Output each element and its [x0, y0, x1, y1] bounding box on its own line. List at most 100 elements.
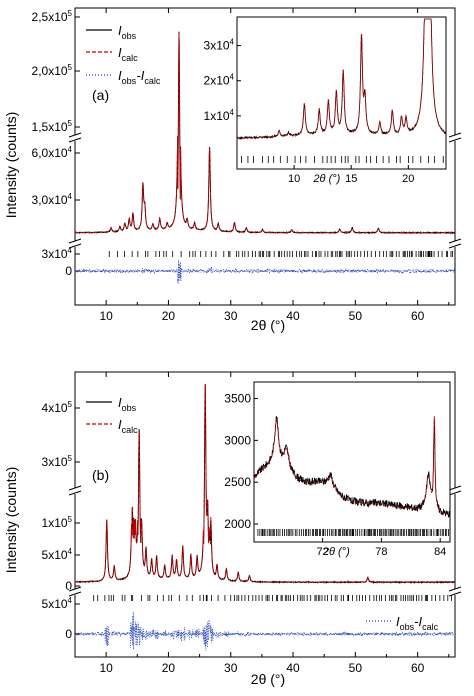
legend-I: I — [118, 395, 122, 410]
x-tick-label: 60 — [411, 661, 425, 675]
inset-y-tick-label: 3000 — [224, 433, 251, 447]
inset-calc-curve — [253, 416, 451, 516]
y-tick-label: 0 — [65, 627, 72, 641]
axis-break-gap — [69, 589, 81, 595]
x-tick-label: 50 — [349, 661, 363, 675]
legend-subscript: obs — [400, 622, 415, 632]
tick-label-base: 1,5x10 — [32, 120, 68, 134]
axis-break-mark — [68, 132, 82, 138]
tick-label-base: 5x10 — [42, 548, 68, 562]
tick-label-exp: 4 — [68, 246, 73, 255]
diff-curve — [75, 611, 455, 651]
legend-subscript: calc — [422, 622, 439, 632]
legend-I: I — [118, 417, 122, 432]
calc-curve — [75, 383, 455, 583]
x-tick-label: 60 — [411, 309, 425, 323]
x-tick-label: 30 — [224, 661, 238, 675]
inset-x-axis-label: 2θ (°) — [322, 546, 350, 558]
y-tick-label: 2,0x105 — [32, 63, 73, 78]
axis-break-mark — [448, 485, 462, 491]
y-tick-label: 2,5x105 — [32, 9, 73, 24]
axis-break-gap — [449, 241, 461, 247]
legend-subscript: obs — [122, 76, 137, 86]
axis-break-gap — [69, 135, 81, 141]
legend-I: I — [118, 23, 122, 38]
legend-entry: Iobs-Icalc — [396, 614, 439, 632]
legend-entry: Iobs -Icalc — [118, 68, 161, 86]
legend-I: I — [396, 614, 400, 629]
inset-obs-curve — [236, 18, 447, 141]
tick-label-base: 1x10 — [204, 109, 230, 123]
legend-subscript: calc — [122, 425, 139, 435]
x-tick-label: 30 — [224, 309, 238, 323]
inset-y-tick-label: 3500 — [224, 392, 251, 406]
inset-obs-curve — [253, 415, 451, 518]
inset-x-axis-label: 2θ (°) — [312, 173, 340, 185]
tick-label-base: 4x10 — [42, 401, 68, 415]
legend-minus: - — [414, 614, 419, 629]
legend-entry: Icalc — [118, 417, 138, 435]
inset-bragg-ticks — [257, 529, 449, 536]
tick-label-exp: 4 — [230, 108, 235, 117]
legend-entry: Iobs — [118, 395, 137, 413]
inset-b: 72 78 84 2θ (°) 2000 2500 3000 3500 — [224, 381, 451, 558]
axis-break-mark — [448, 132, 462, 138]
tick-label-exp: 4 — [230, 38, 235, 47]
inset-x-tick-label: 20 — [402, 173, 414, 185]
tick-label-base: 3x10 — [204, 39, 230, 53]
axis-break-mark — [448, 243, 462, 249]
inset-x-tick-label: 72 — [316, 546, 328, 558]
inset-y-tick-label: 3x104 — [204, 38, 235, 53]
axis-break-gap — [69, 241, 81, 247]
panel-label-b: (b) — [92, 467, 109, 483]
tick-label-exp: 4 — [68, 596, 73, 605]
diff-curve — [75, 259, 455, 285]
inset-frame — [253, 381, 451, 543]
x-axis-label-b: 2θ (°) — [251, 671, 285, 687]
axis-break-gap — [449, 135, 461, 141]
tick-label-exp: 5 — [68, 515, 73, 524]
x-tick-label: 40 — [286, 661, 300, 675]
bragg-reflection-ticks — [108, 251, 453, 257]
inset-bragg-ticks — [241, 156, 444, 163]
y-axis-label-a: Intensity (counts) — [3, 112, 19, 219]
calc-curve — [75, 34, 455, 234]
tick-label-exp: 5 — [68, 119, 73, 128]
series-b — [75, 383, 455, 651]
axis-break-mark — [448, 591, 462, 597]
axis-break-mark — [68, 137, 82, 143]
tick-label-base: 3x10 — [42, 455, 68, 469]
y-tick-label: 3x104 — [42, 246, 73, 261]
x-axis-label-text: 2θ (°) — [251, 671, 285, 687]
legend-subscript: calc — [122, 53, 139, 63]
inset-x-tick-label: 10 — [288, 173, 300, 185]
axis-break-mark — [448, 137, 462, 143]
tick-label-exp: 5 — [68, 454, 73, 463]
plot-frame-a — [74, 7, 456, 306]
panel-b: 10 20 30 40 50 6005x1041x1053x1054x1055x1040 … — [3, 371, 462, 687]
y-tick-label: 3x105 — [42, 454, 73, 469]
series-a — [75, 31, 455, 285]
tick-label-base: 3,0x10 — [32, 193, 68, 207]
inset-y-tick-label: 2000 — [224, 517, 251, 531]
axis-break-mark — [68, 485, 82, 491]
panel-label-a: (a) — [92, 87, 109, 103]
axes-a: 10 20 30 40 50 603,0x1046,0x1041,5x1052,0x105… — [32, 8, 462, 323]
legend-I: I — [141, 68, 145, 83]
tick-label-exp: 4 — [68, 547, 73, 556]
tick-label-base: 2,5x10 — [32, 10, 68, 24]
inset-x-tick-label: 78 — [375, 546, 387, 558]
y-tick-label: 1,5x105 — [32, 119, 73, 134]
legend-entry: Icalc — [118, 45, 138, 63]
legend-I: I — [118, 68, 122, 83]
tick-label-exp: 5 — [68, 63, 73, 72]
y-tick-label: 5x104 — [42, 596, 73, 611]
legend-subscript: obs — [122, 403, 137, 413]
x-axis-label-text: 2θ (°) — [251, 317, 285, 333]
inset-y-tick-label: 1x104 — [204, 108, 235, 123]
inset-x-tick-label: 84 — [434, 546, 446, 558]
axis-break-mark — [68, 243, 82, 249]
tick-label-base: 3x10 — [42, 247, 68, 261]
legend-minus: - — [136, 68, 141, 83]
